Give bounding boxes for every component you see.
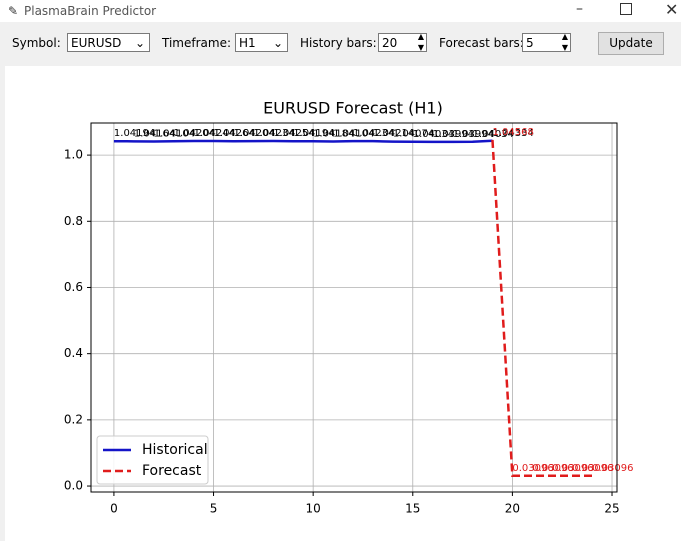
data-label: 1.04264 [214, 128, 255, 139]
series-line [491, 139, 593, 478]
y-tick-label: 0.0 [64, 479, 83, 493]
minimize[interactable]: – [576, 1, 583, 17]
data-label: 0.03096 [512, 463, 553, 474]
title-icon: ✎ [8, 4, 19, 18]
legend-label: Historical [142, 442, 208, 458]
y-tick-label: 0.4 [64, 346, 83, 360]
data-label: 1.04244 [194, 128, 235, 139]
data-label: 1.04204 [233, 128, 274, 139]
data-label: 1.04074 [393, 129, 434, 140]
data-label: 1.04034 [413, 129, 454, 140]
forecast-value: 5 [526, 36, 534, 50]
x-tick-label: 15 [405, 502, 420, 516]
data-label: 1.04194 [114, 128, 155, 139]
x-tick-label: 0 [110, 502, 118, 516]
y-tick-label: 0.8 [64, 214, 83, 228]
title-bar [0, 0, 681, 22]
data-label: 1.03994 [453, 129, 494, 140]
close[interactable]: ✕ [665, 0, 679, 19]
legend-label: Forecast [142, 463, 202, 479]
data-label: 1.04254 [273, 128, 314, 139]
x-tick-label: 10 [306, 502, 321, 516]
history-value: 20 [382, 36, 398, 50]
series-line [113, 139, 493, 144]
chart-title: EURUSD Forecast (H1) [263, 99, 443, 118]
window-title: PlasmaBrain Predictor [24, 4, 157, 18]
timeframe-value: H1 [239, 36, 256, 50]
timeframe-label: Timeframe: [162, 36, 231, 50]
y-tick-label: 0.6 [64, 280, 83, 294]
data-label: 0.03096 [532, 463, 573, 474]
x-tick-label: 20 [505, 502, 520, 516]
data-label: 0.03096 [572, 463, 613, 474]
data-label: 1.04334 [492, 128, 533, 139]
history-label: History bars: [300, 36, 377, 50]
data-label: 1.04164 [134, 128, 175, 139]
forecast-spinbox[interactable]: 5 ▲ ▼ [522, 32, 571, 52]
data-label: 1.04104 [333, 129, 374, 140]
symbol-label: Symbol: [12, 36, 61, 50]
symbol-value: EURUSD [71, 36, 122, 50]
data-label: 1.04214 [373, 128, 414, 139]
x-tick-label: 25 [604, 502, 619, 516]
x-tick-label: 5 [210, 502, 218, 516]
y-tick-label: 0.2 [64, 412, 83, 426]
timeframe-select[interactable]: H1 ⌄ [235, 33, 288, 52]
data-label: 1.04194 [293, 128, 334, 139]
data-label: 0.03096 [592, 463, 633, 474]
data-label: 1.04034 [473, 129, 514, 140]
data-label: 1.04184 [313, 128, 354, 139]
symbol-select[interactable]: EURUSD ⌄ [67, 33, 150, 52]
legend-box [96, 435, 209, 485]
axes-frame [90, 122, 618, 493]
update-button[interactable]: Update [598, 32, 664, 55]
data-label: 1.04104 [154, 129, 195, 140]
data-label: 1.03994 [433, 129, 474, 140]
history-spinbox[interactable]: 20 ▲ ▼ [378, 32, 427, 52]
data-label: 1.04568 [492, 127, 533, 138]
maximize[interactable] [620, 3, 632, 15]
forecast-label: Forecast bars: [439, 36, 524, 50]
chart: EURUSD Forecast (H1) 0 5 10 15 20 25 0.0 0.2 0.4… [5, 66, 681, 541]
data-label: 1.04204 [174, 128, 215, 139]
data-label: 0.03096 [552, 463, 593, 474]
data-label: 1.04234 [353, 128, 394, 139]
y-tick-label: 1.0 [64, 148, 83, 162]
data-label: 1.04234 [253, 128, 294, 139]
